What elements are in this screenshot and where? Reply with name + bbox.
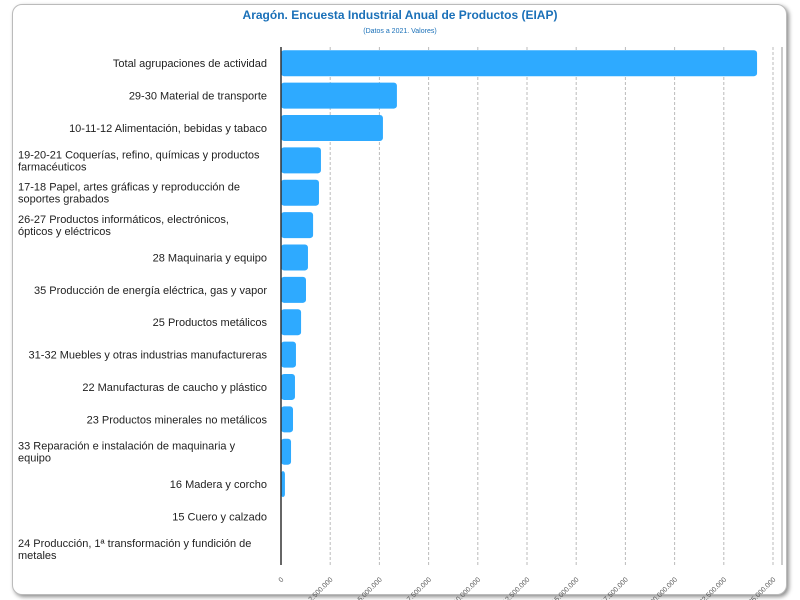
category-label: 23 Productos minerales no metálicos [87,414,268,426]
x-tick-label: 10.000.000 [452,576,482,600]
category-label: Total agrupaciones de actividad [113,58,267,70]
category-label: metales [18,550,57,562]
chart-subtitle: (Datos a 2021. Valores) [363,28,437,35]
category-label: 28 Maquinaria y equipo [153,252,267,264]
category-label: 15 Cuero y calzado [172,511,267,523]
category-label: 31-32 Muebles y otras industrias manufac… [29,350,268,362]
bar [281,179,319,206]
bar [281,341,296,368]
bar [281,309,302,336]
x-tick-label: 2.500.000 [308,576,335,600]
bar [281,82,397,109]
x-tick-label: 20.000.000 [649,576,679,600]
bar [281,147,321,174]
category-label: ópticos y eléctricos [18,226,111,238]
category-label: equipo [18,453,51,465]
x-tick-label: 15.000.000 [551,576,581,600]
category-label: farmacéuticos [18,161,87,173]
category-label: 29-30 Material de transporte [129,91,267,103]
category-label: 17-18 Papel, artes gráficas y reproducci… [18,182,240,194]
x-tick-label: 7.500.000 [406,576,433,600]
chart-title: Aragón. Encuesta Industrial Anual de Pro… [242,8,558,22]
category-label: 16 Madera y corcho [170,479,267,491]
x-tick-label: 22.500.000 [698,576,728,600]
x-tick-label: 12.500.000 [502,576,532,600]
category-label: 26-27 Productos informáticos, electrónic… [18,214,229,226]
bar [281,406,294,433]
bar [281,276,306,303]
bar [281,114,383,141]
bar [281,212,314,239]
x-tick-label: 0 [278,576,286,584]
category-label: soportes grabados [18,194,110,206]
bar [281,373,295,400]
bar [281,244,308,271]
category-label: 24 Producción, 1ª transformación y fundi… [18,538,251,550]
bar [281,438,292,465]
bar [281,471,285,498]
category-label: 19-20-21 Coquerías, refino, químicas y p… [18,149,260,161]
category-label: 25 Productos metálicos [153,317,268,329]
x-tick-label: 17.500.000 [600,576,630,600]
category-label: 35 Producción de energía eléctrica, gas … [34,285,267,297]
category-label: 10-11-12 Alimentación, bebidas y tabaco [69,123,267,135]
category-label: 33 Reparación e instalación de maquinari… [18,441,236,453]
x-tick-label: 25.000.000 [748,576,778,600]
x-tick-label: 5.000.000 [357,576,384,600]
category-label: 22 Manufacturas de caucho y plástico [82,382,267,394]
bar [281,50,758,77]
